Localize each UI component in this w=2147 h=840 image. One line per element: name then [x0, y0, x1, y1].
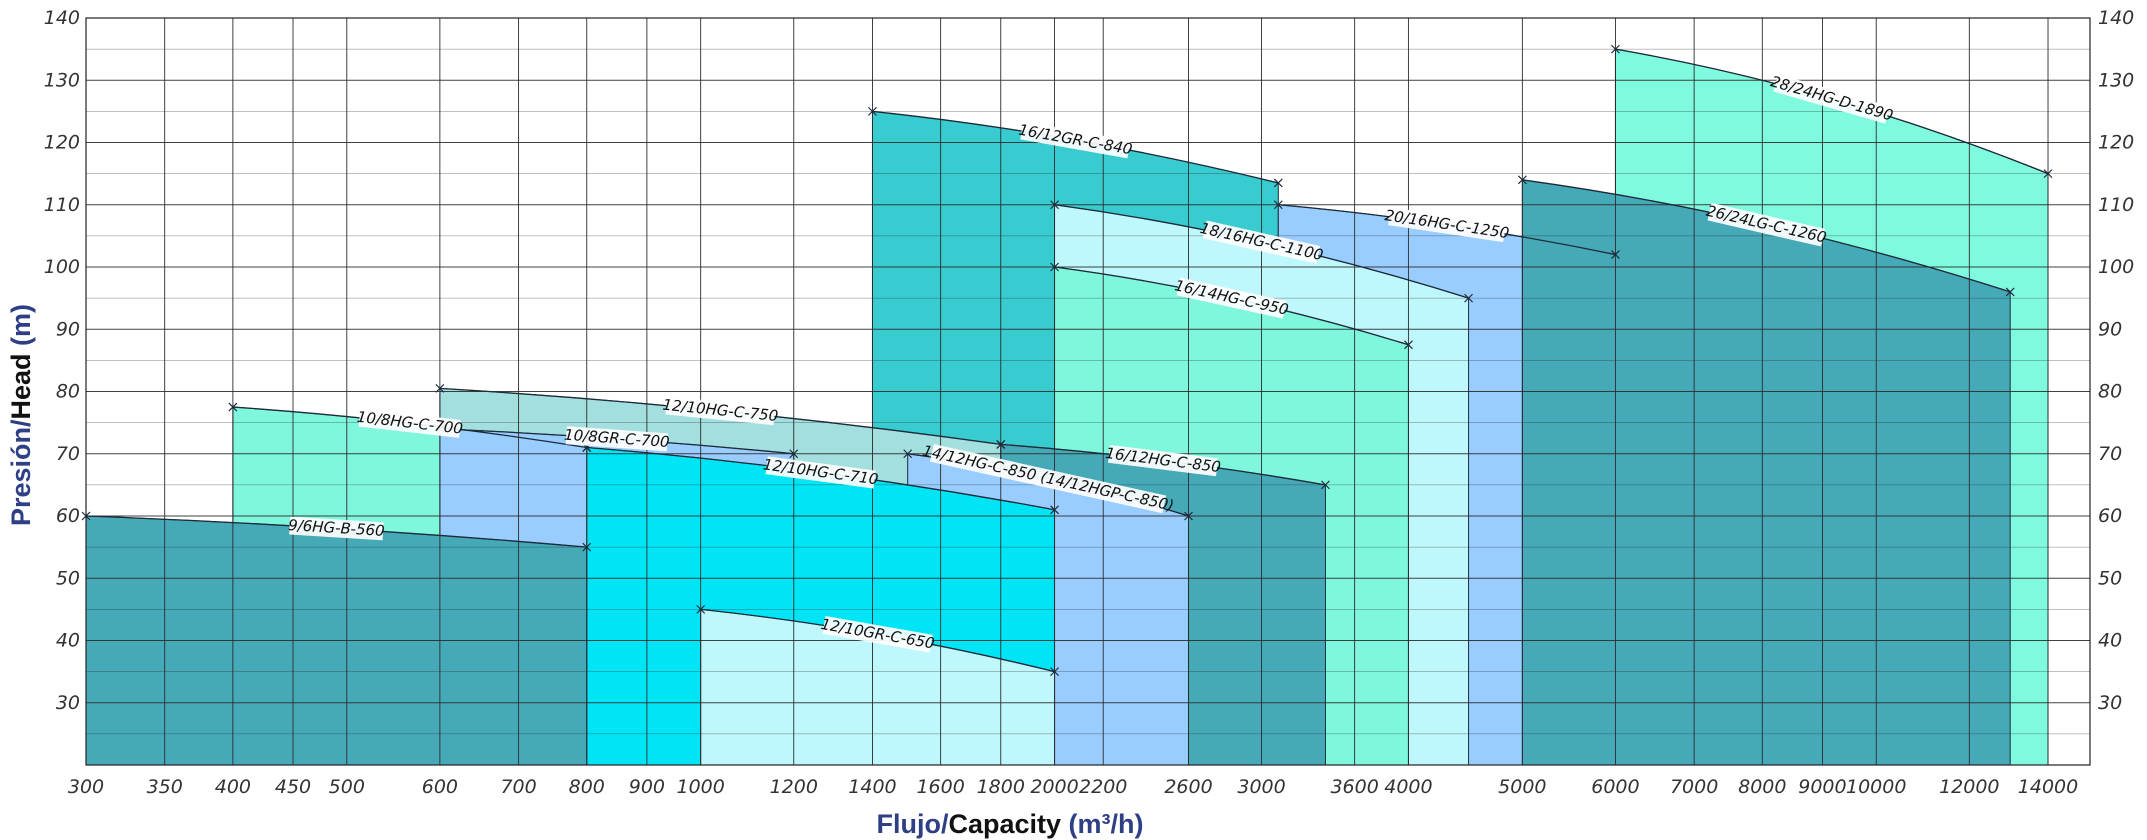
series-end-marker	[1321, 480, 1330, 490]
series-label-text: 9/6HG-B-560	[288, 516, 385, 540]
series-label-bg	[1387, 207, 1506, 243]
series-end-marker	[1050, 505, 1059, 515]
x-tick-label: 5000	[1498, 776, 1546, 798]
y-tick-label-left: 90	[56, 318, 80, 340]
series-end-marker	[1517, 175, 1527, 185]
plot-frame	[85, 17, 2091, 766]
series-end-marker	[2043, 169, 2053, 179]
x-tick-label: 2000	[1030, 776, 1078, 798]
y-tick-label-left: 110	[44, 194, 80, 216]
series-label-bg	[565, 426, 668, 452]
series-label-bg	[765, 456, 876, 489]
y-tick-label-left: 40	[56, 630, 80, 652]
x-tick-label: 3000	[1237, 776, 1285, 798]
y-tick-label-right: 130	[2098, 69, 2134, 91]
y-tick-label-left: 50	[56, 567, 80, 589]
x-tick-label: 1800	[977, 776, 1025, 798]
series-end-marker	[1050, 200, 1059, 210]
y-tick-label-left: 70	[56, 443, 80, 465]
x-axis-title: Flujo/Capacity (m³/h)	[876, 809, 1143, 839]
y-tick-label-right: 80	[2098, 381, 2122, 403]
y-tick-label-right: 70	[2098, 443, 2122, 465]
x-tick-label: 2200	[1079, 776, 1127, 798]
series-label-bg	[1773, 74, 1891, 124]
x-tick-label: 14000	[2018, 776, 2078, 798]
series-end-marker	[696, 604, 706, 614]
series-areas	[85, 48, 2049, 766]
x-tick-label: 400	[215, 776, 251, 798]
y-tick-label-right: 60	[2098, 505, 2122, 527]
series-label-bg	[1020, 121, 1131, 159]
x-tick-label: 600	[422, 776, 458, 798]
x-tick-label: 300	[68, 776, 104, 798]
y-tick-label-left: 60	[56, 505, 80, 527]
x-tick-label: 1200	[770, 776, 818, 798]
series-end-marker	[435, 383, 445, 393]
x-tick-label: 9000	[1798, 776, 1846, 798]
series-label-bg	[665, 396, 776, 426]
y-tick-label-left: 140	[44, 7, 80, 29]
series-end-marker	[1050, 262, 1059, 272]
y-tick-label-right: 140	[2098, 7, 2134, 29]
x-tick-label: 800	[569, 776, 605, 798]
y-tick-label-left: 130	[44, 69, 80, 91]
series-end-marker	[789, 449, 799, 459]
x-tick-label: 4000	[1384, 776, 1432, 798]
series-end-marker	[228, 402, 238, 412]
series-label-bg	[1108, 444, 1219, 477]
series-end-marker	[1611, 44, 1620, 54]
x-tick-label: 3600	[1330, 776, 1378, 798]
y-tick-label-left: 120	[44, 132, 80, 154]
y-tick-label-right: 50	[2098, 567, 2122, 589]
series-end-marker	[868, 106, 877, 116]
series-label-bg	[1707, 202, 1826, 247]
series-end-marker	[1464, 293, 1473, 303]
series-label-bg	[1176, 277, 1287, 319]
x-tick-label: 12000	[1939, 776, 1999, 798]
series-end-marker	[1611, 250, 1620, 259]
series-end-marker	[1050, 667, 1059, 677]
series-end-marker	[1273, 178, 1283, 188]
series-end-marker	[582, 542, 592, 552]
series-end-marker	[2005, 287, 2015, 297]
series-label-bg	[289, 516, 384, 541]
x-tick-label: 900	[629, 776, 665, 798]
x-tick-label: 500	[329, 776, 365, 798]
x-tick-label: 7000	[1670, 776, 1718, 798]
x-tick-label: 8000	[1738, 776, 1786, 798]
x-tick-label: 1600	[916, 776, 964, 798]
x-tick-label: 1400	[848, 776, 896, 798]
x-tick-label: 700	[500, 776, 536, 798]
series-end-marker	[1184, 511, 1193, 521]
y-tick-label-right: 90	[2098, 318, 2122, 340]
series-label-bg	[358, 408, 462, 438]
tick-labels: 300 350 400 450 500 600 700 800 900 1000 1200 1400 1…	[44, 7, 2135, 798]
x-tick-label: 10000	[1846, 776, 1906, 798]
y-tick-label-left: 100	[44, 256, 80, 278]
x-tick-label: 2600	[1164, 776, 1212, 798]
y-tick-label-right: 120	[2098, 132, 2134, 154]
x-tick-label: 350	[147, 776, 183, 798]
y-tick-label-left: 80	[56, 381, 80, 403]
series-label-bg	[1202, 220, 1321, 264]
series-end-marker	[1404, 340, 1413, 350]
x-tick-label: 1000	[676, 776, 724, 798]
series-end-marker	[1273, 200, 1283, 210]
y-axis-title: Presión/Head (m)	[6, 304, 36, 526]
y-tick-label-right: 30	[2098, 692, 2122, 714]
series-label: 9/6HG-B-560	[288, 516, 385, 541]
series-label-bg	[822, 615, 933, 653]
y-tick-label-right: 40	[2098, 630, 2122, 652]
series-end-marker	[996, 439, 1006, 449]
y-tick-label-right: 100	[2098, 256, 2134, 278]
y-tick-label-right: 110	[2098, 194, 2134, 216]
series-label-bg	[929, 444, 1167, 514]
x-tick-label: 450	[275, 776, 311, 798]
series-end-marker	[903, 449, 913, 459]
y-tick-label-left: 30	[56, 692, 80, 714]
x-tick-label: 6000	[1591, 776, 1639, 798]
